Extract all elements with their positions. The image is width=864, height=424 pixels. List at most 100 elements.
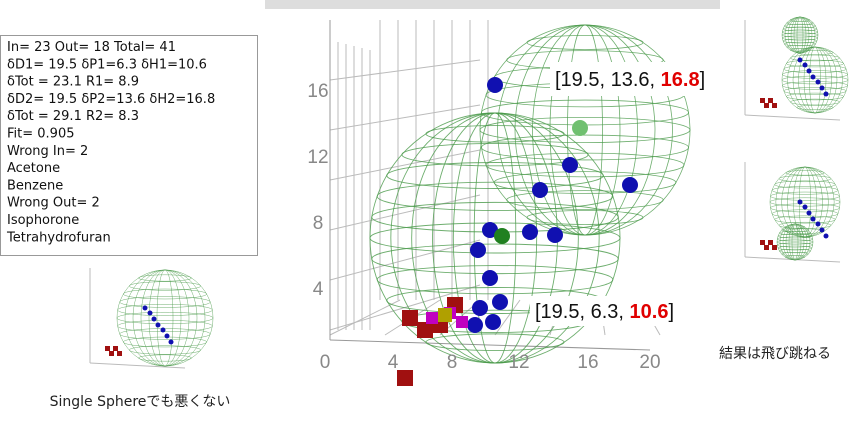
point: [438, 308, 452, 322]
point: [572, 120, 588, 136]
sphere-parallel: [777, 242, 813, 248]
thumb-point: [810, 74, 816, 80]
annotation-part: ]: [668, 301, 674, 323]
sphere-meridian: [787, 46, 843, 114]
wall-grid: [329, 59, 481, 81]
sphere-parallel: [128, 281, 202, 291]
sphere-parallel: [790, 98, 840, 106]
sphere-parallel: [117, 320, 213, 332]
thumb-point: [113, 346, 118, 351]
sphere-meridian: [793, 16, 807, 54]
sphere-parallel: [526, 35, 644, 50]
point: [622, 177, 638, 193]
sphere-parallel: [781, 32, 819, 38]
z-tick-label: 8: [313, 213, 324, 234]
thumb-point: [797, 199, 803, 205]
thumb-point: [806, 68, 812, 74]
thumb-point: [764, 103, 769, 108]
point: [472, 300, 488, 316]
sphere-meridian: [787, 166, 823, 238]
sphere-meridian: [803, 46, 827, 114]
sphere-parallel: [119, 296, 211, 308]
sphere-parallel: [117, 304, 213, 316]
info-line: Tetrahydrofuran: [6, 230, 111, 245]
caption: 結果は飛び跳ねる: [719, 346, 831, 362]
thumb-point: [802, 62, 808, 68]
thumb-point: [142, 305, 148, 311]
sphere-parallel: [479, 117, 691, 144]
sphere-parallel: [782, 81, 848, 90]
sphere-parallel: [778, 175, 832, 183]
sphere-meridian: [785, 223, 805, 261]
sphere-meridian: [792, 46, 838, 114]
sphere-parallel: [781, 228, 809, 232]
thumb-point: [105, 346, 110, 351]
info-line: Fit= 0.905: [7, 127, 74, 142]
sphere-parallel: [771, 186, 839, 195]
axis-line: [329, 339, 651, 351]
sphere-parallel: [481, 134, 689, 161]
thumb-point: [802, 204, 808, 210]
z-tick-label: 16: [307, 81, 328, 102]
annotation: [19.5, 6.3, 10.6]: [535, 301, 674, 323]
sphere-parallel: [784, 23, 816, 29]
sphere-parallel: [779, 248, 811, 254]
sphere-meridian: [796, 16, 804, 54]
thumb-point: [823, 233, 829, 239]
sphere-parallel: [776, 239, 814, 245]
sphere-parallel: [770, 191, 840, 201]
thumb-point: [117, 351, 122, 356]
thumb-point: [772, 103, 777, 108]
sphere-meridian: [124, 269, 206, 367]
sphere-meridian: [132, 269, 198, 367]
info-line: Benzene: [7, 178, 63, 193]
thumb-point: [810, 216, 816, 222]
info-line: Wrong Out= 2: [7, 196, 100, 211]
sphere-parallel: [774, 180, 836, 189]
thumb-point: [772, 245, 777, 250]
wall-grid: [329, 149, 481, 181]
thumbnail: [744, 162, 841, 263]
thumb-point: [760, 98, 765, 103]
thumb-point: [768, 98, 773, 103]
thumb-point: [151, 316, 157, 322]
point: [487, 77, 503, 93]
sphere-parallel: [401, 143, 589, 167]
point: [532, 182, 548, 198]
sphere-meridian: [798, 46, 832, 114]
point: [485, 314, 501, 330]
sphere-parallel: [128, 345, 202, 355]
sphere-parallel: [771, 209, 839, 218]
thumbnail: [89, 268, 214, 369]
sphere-parallel: [123, 288, 207, 300]
sphere-meridian: [791, 223, 799, 261]
point: [522, 224, 538, 240]
info-line: Isophorone: [7, 213, 79, 228]
wall-grid: [329, 104, 481, 131]
thumb-point: [147, 310, 153, 316]
main-plot: [329, 20, 691, 386]
thumb-point: [819, 85, 825, 91]
point: [417, 322, 433, 338]
sphere-parallel: [376, 265, 614, 295]
info-line: δTot = 23.1 R1= 8.9: [7, 75, 139, 90]
point: [426, 312, 438, 324]
thumb-point: [797, 57, 803, 63]
point: [397, 370, 413, 386]
annotation: [19.5, 13.6, 16.8]: [555, 69, 705, 91]
floor-grid: [494, 299, 521, 336]
x-tick-label: 4: [388, 352, 399, 373]
x-tick-label: 0: [320, 352, 331, 373]
sphere-parallel: [786, 59, 844, 68]
z-tick-label: 4: [313, 279, 324, 300]
x-tick-label: 12: [508, 352, 529, 373]
sphere-meridian: [140, 269, 190, 367]
sphere-parallel: [785, 170, 825, 176]
caption: Single Sphereでも悪くない: [50, 394, 231, 410]
sphere-parallel: [782, 35, 818, 41]
point: [482, 270, 498, 286]
sphere-parallel: [782, 38, 818, 44]
thumb-point: [109, 351, 114, 356]
sphere-parallel: [774, 215, 836, 224]
sphere-parallel: [782, 29, 818, 35]
